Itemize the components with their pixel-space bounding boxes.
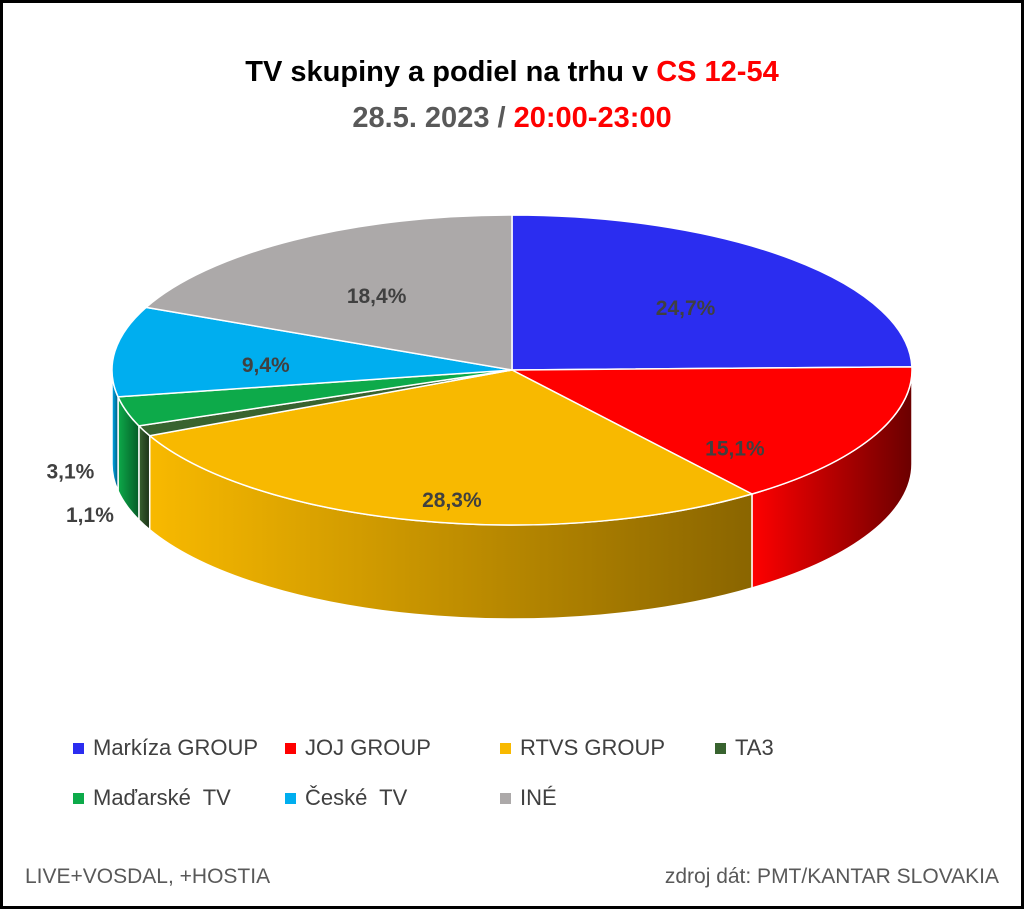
chart-subtitle: 28.5. 2023 / 20:00-23:00 [3, 101, 1021, 135]
legend-label: INÉ [520, 785, 557, 810]
chart-title: TV skupiny a podiel na trhu v CS 12-54 [3, 55, 1021, 89]
data-label-ta3: 1,1% [66, 504, 114, 527]
pie-slice-ceske-tv [111, 306, 513, 398]
subtitle-date: 28.5. 2023 [352, 102, 490, 134]
subtitle-time-range: 20:00-23:00 [513, 102, 672, 134]
legend-label: TA3 [735, 735, 774, 760]
legend-swatch [73, 742, 84, 754]
legend-label: České TV [305, 785, 408, 810]
data-label-madarske-tv: 3,1% [46, 460, 94, 483]
legend-item-joj-group: JOJ GROUP [285, 733, 431, 763]
pie-slices [111, 214, 913, 526]
legend-label: Markíza GROUP [93, 735, 259, 760]
title-prefix: TV skupiny a podiel na trhu v [245, 56, 657, 88]
data-label-joj-group: 15,1% [705, 438, 765, 461]
pie-data-labels: 24,7% 15,1% 28,3% 1,1% 3,1% 9,4% 18,4% [46, 285, 765, 527]
data-label-ine: 18,4% [347, 285, 407, 308]
data-label-ceske-tv: 9,4% [242, 354, 290, 377]
legend-item-rtvs-group: RTVS GROUP [500, 733, 665, 763]
legend-swatch [500, 742, 511, 754]
legend-item-ine: INÉ [500, 783, 557, 813]
legend-swatch [715, 742, 726, 754]
legend-swatch [285, 792, 296, 804]
legend-label: RTVS GROUP [520, 735, 666, 760]
legend-label: Maďarské TV [93, 785, 231, 810]
legend-swatch [73, 792, 84, 804]
legend-item-ta3: TA3 [715, 733, 774, 763]
legend-item-madarske-tv: Maďarské TV [73, 783, 231, 813]
pie-slice-markiza-group [511, 214, 913, 371]
pie-side-ta3 [138, 424, 151, 532]
legend-item-ceske-tv: České TV [285, 783, 407, 813]
pie-slice-ine [144, 214, 513, 371]
title-target: CS 12-54 [656, 56, 779, 88]
data-label-rtvs-group: 28,3% [422, 489, 482, 512]
pie-side-walls [111, 369, 913, 620]
legend-item-markiza-group: Markíza GROUP [73, 733, 258, 763]
footer-note: LIVE+VOSDAL, +HOSTIA [25, 865, 271, 888]
legend-swatch [285, 742, 296, 754]
pie-chart: 24,7% 15,1% 28,3% 1,1% 3,1% 9,4% 18,4% [46, 214, 913, 620]
legend-swatch [500, 792, 511, 804]
legend-label: JOJ GROUP [305, 735, 431, 760]
pie-slice-joj-group [511, 366, 913, 495]
footer-source: zdroj dát: PMT/KANTAR SLOVAKIA [664, 865, 999, 888]
subtitle-separator: / [489, 102, 514, 134]
data-label-markiza-group: 24,7% [656, 297, 716, 320]
